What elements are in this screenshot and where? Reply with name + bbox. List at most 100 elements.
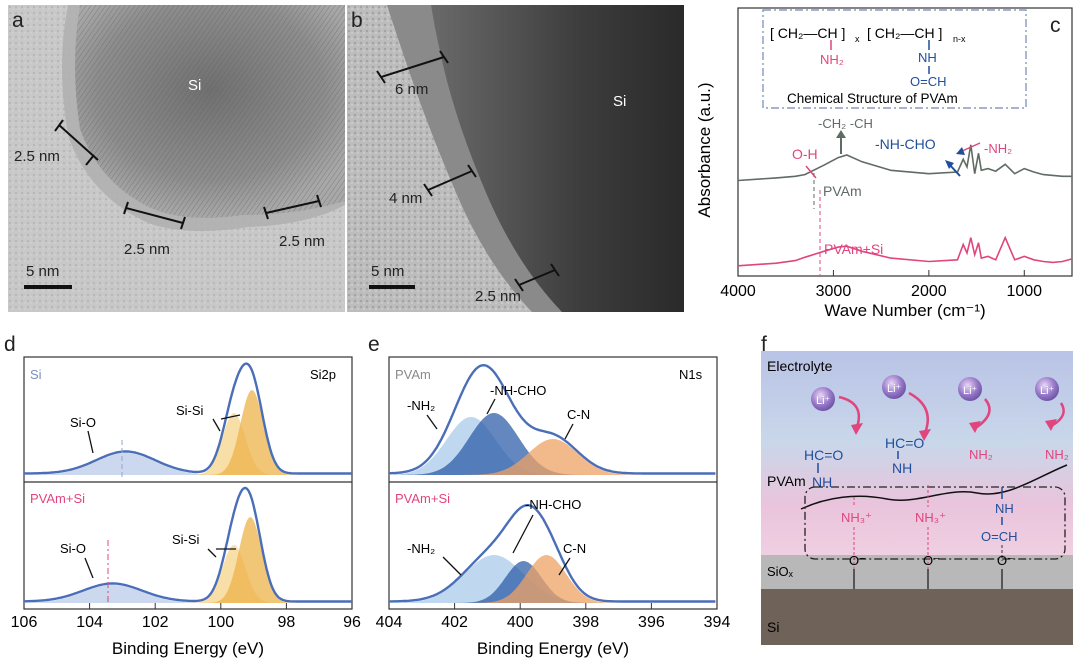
li-ion: Li⁺ <box>882 375 906 399</box>
ammonium-group: NH₃⁺ <box>915 510 946 525</box>
fitted-peak <box>389 555 716 603</box>
surface-oxygen: O⁻ <box>849 553 866 568</box>
oh-annotation: O-H <box>792 146 818 162</box>
xps-si2p-chart: Si Si2p PVAm+Si Si-O Si-Si Si-O Si-Si 10… <box>11 356 361 658</box>
panel-label-a: a <box>12 9 24 32</box>
tem-image-a <box>8 5 345 312</box>
plot-frame <box>23 356 353 610</box>
structure-box <box>762 9 1027 109</box>
polymer-backbone <box>800 464 1068 510</box>
amide-carbonyl: O=CH <box>981 529 1017 544</box>
shell-thickness-label: 4 nm <box>389 190 423 207</box>
n1s-bottom-spectrum <box>389 504 716 603</box>
amide-nh: NH <box>812 474 832 490</box>
si2p-bottom-spectrum <box>24 486 352 603</box>
fitted-peak <box>389 413 716 475</box>
x-axis-label: Wave Number (cm⁻¹) <box>824 301 985 320</box>
formula-nh: NH <box>918 50 937 65</box>
siox-label: SiOₓ <box>767 564 794 579</box>
peak-label-sio: Si-O <box>60 541 86 556</box>
formula-unit-1: [ CH₂—CH ] <box>770 25 845 41</box>
amine-group: NH₂ <box>1045 447 1069 462</box>
envelope-curve <box>388 363 716 475</box>
scale-bar-label: 5 nm <box>26 263 60 280</box>
plot-frame <box>388 356 718 610</box>
n1s-top-spectrum <box>388 363 716 475</box>
surface-oxygen: O⁻ <box>997 553 1014 568</box>
pvamsi-series-label: PVAm+Si <box>824 241 883 257</box>
ftir-chart: [ CH₂—CH ] x [ CH₂—CH ] n-x NH₂ NH O=CH … <box>695 7 1073 320</box>
ftir-series-line <box>737 235 1073 267</box>
x-tick-label: 100 <box>207 614 234 631</box>
formula-sub-nx: n-x <box>953 34 966 44</box>
plot-frame <box>737 7 1073 277</box>
electrolyte-label: Electrolyte <box>767 358 833 374</box>
peak-label-nhcho: -NH-CHO <box>490 383 546 398</box>
peak-label-cn: C-N <box>563 541 586 556</box>
ftir-x-ticks: 4000 3000 2000 1000 <box>720 270 1042 300</box>
siox-layer <box>761 555 1073 589</box>
amine-group: NH₂ <box>969 447 993 462</box>
ch-annotation: -CH₂ -CH <box>818 116 873 131</box>
x-tick-label: 2000 <box>911 283 947 300</box>
svg-text:Li⁺: Li⁺ <box>963 385 978 397</box>
panel-label-c: c <box>1050 14 1061 37</box>
peak-label-cn: C-N <box>567 407 590 422</box>
ftir-series-line <box>737 144 1072 182</box>
structure-caption: Chemical Structure of PVAm <box>787 91 958 106</box>
peak-label-nh2: -NH₂ <box>407 398 435 413</box>
shell-thickness-label: 2.5 nm <box>279 233 325 250</box>
x-tick-label: 106 <box>11 614 38 631</box>
li-ion: Li⁺ <box>958 377 982 401</box>
shell-thickness-label: 2.5 nm <box>475 288 521 305</box>
formula-sub-x: x <box>855 34 860 44</box>
panel-b: b Si 6 nm 4 nm 2.5 nm 5 nm <box>347 5 684 312</box>
sample-label-pvamsi: PVAm+Si <box>395 491 450 506</box>
n1s-x-ticks: 404 402 400 398 396 394 <box>376 603 731 631</box>
x-tick-label: 396 <box>638 614 665 631</box>
fitted-peak <box>389 555 716 603</box>
interaction-box <box>804 486 1066 560</box>
orbital-label: N1s <box>679 367 703 382</box>
ammonium-group: NH₃⁺ <box>841 510 872 525</box>
fitted-peak <box>24 585 352 603</box>
x-tick-label: 394 <box>704 614 731 631</box>
pvam-series-label: PVAm <box>823 183 862 199</box>
fitted-peak <box>389 439 716 475</box>
x-tick-label: 3000 <box>816 283 852 300</box>
shell-thickness-label: 2.5 nm <box>14 148 60 165</box>
panel-label-f: f <box>761 333 767 356</box>
x-tick-label: 102 <box>142 614 169 631</box>
si-layer <box>761 589 1073 645</box>
si2p-top-spectrum <box>24 362 352 475</box>
peak-label-nh2: -NH₂ <box>407 541 435 556</box>
xps-n1s-chart: PVAm N1s PVAm+Si -NH₂ -NH-CHO C-N -NH₂ -… <box>376 356 731 658</box>
fitted-peak <box>24 390 352 475</box>
x-tick-label: 104 <box>76 614 103 631</box>
svg-text:Li⁺: Li⁺ <box>887 383 902 395</box>
y-axis-label: Absorbance (a.u.) <box>695 82 714 217</box>
x-tick-label: 404 <box>376 614 403 631</box>
shell-thickness-label: 6 nm <box>395 81 429 98</box>
li-ion: Li⁺ <box>1035 377 1059 401</box>
peak-label-sio: Si-O <box>70 415 96 430</box>
ftir-series <box>737 144 1073 267</box>
shell-thickness-label: 2.5 nm <box>124 241 170 258</box>
x-tick-label: 4000 <box>720 283 756 300</box>
formamide-group: HC=O <box>804 447 843 463</box>
li-ion: Li⁺ <box>811 387 835 411</box>
tem-image-b <box>347 5 684 312</box>
si-label: Si <box>767 619 779 635</box>
peak-label-nhcho: -NH-CHO <box>525 497 581 512</box>
svg-text:Li⁺: Li⁺ <box>1040 385 1055 397</box>
x-tick-label: 400 <box>507 614 534 631</box>
fitted-peak <box>24 517 352 603</box>
x-tick-label: 98 <box>278 614 296 631</box>
surface-oxygen: O⁻ <box>923 553 940 568</box>
si-core-label: Si <box>188 77 202 94</box>
peak-label-sisi: Si-Si <box>172 532 200 547</box>
sample-label-si: Si <box>30 367 42 382</box>
si-core-label: Si <box>613 93 627 110</box>
amide-nh: NH <box>995 501 1014 516</box>
formula-unit-2: [ CH₂—CH ] <box>867 25 942 41</box>
